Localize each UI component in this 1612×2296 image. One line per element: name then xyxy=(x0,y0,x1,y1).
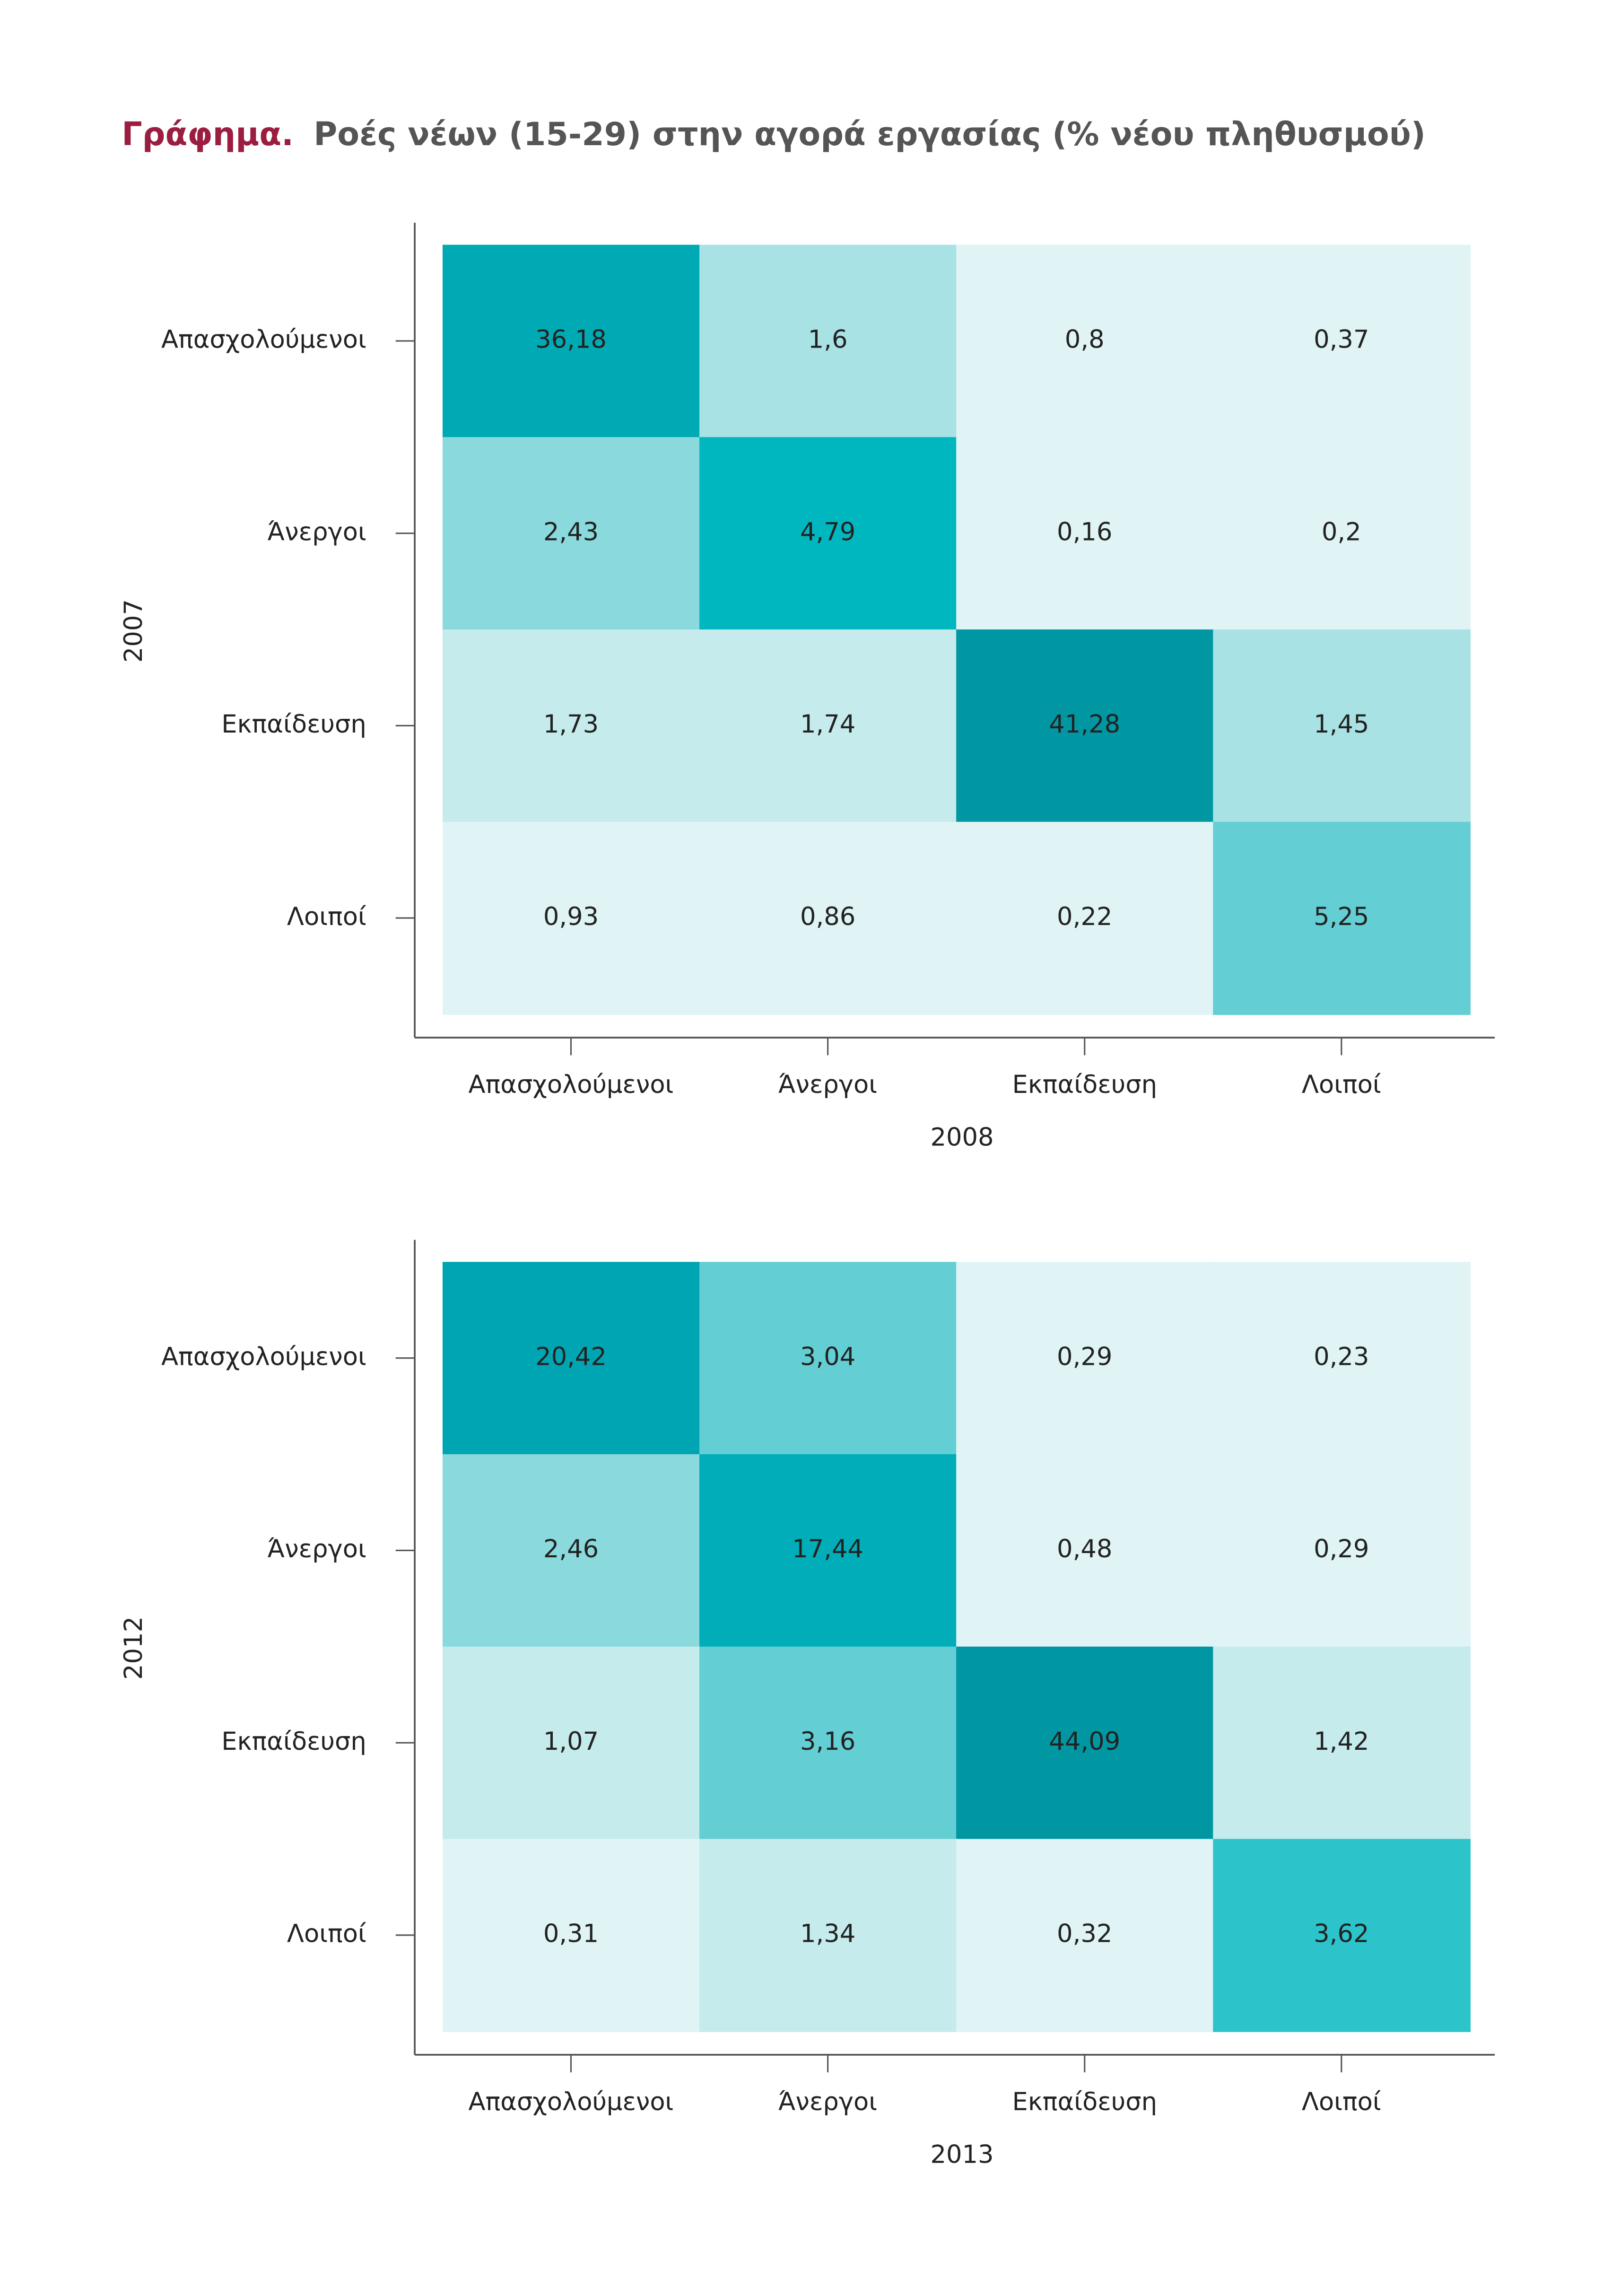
cell-label: 1,45 xyxy=(1314,710,1369,739)
heatmap-cell xyxy=(1213,437,1471,630)
x-tick-label: Απασχολούμενοι xyxy=(469,2087,674,2116)
heatmap-cell xyxy=(699,437,957,630)
cell-label: 0,23 xyxy=(1314,1342,1369,1371)
heatmap-cell xyxy=(442,821,700,1015)
heatmap-cell xyxy=(442,1839,700,2032)
heatmap-cell xyxy=(442,1454,700,1648)
heatmap-cell xyxy=(1213,1646,1471,1840)
title: Γράφημα. Ροές νέων (15-29) στην αγορά ερ… xyxy=(122,116,1426,153)
cell-label: 0,32 xyxy=(1057,1920,1112,1948)
cell-label: 0,93 xyxy=(543,902,599,931)
heatmap-cell xyxy=(1213,244,1471,438)
y-axis-title: 2012 xyxy=(119,1616,148,1680)
cell-label: 3,62 xyxy=(1314,1920,1369,1948)
heatmap-cell xyxy=(442,629,700,823)
x-tick-label: Άνεργοι xyxy=(778,2087,877,2116)
heatmap-cell xyxy=(1213,821,1471,1015)
heatmap-cell xyxy=(956,244,1214,438)
x-tick-label: Εκπαίδευση xyxy=(1012,2087,1157,2116)
cell-label: 1,34 xyxy=(800,1920,855,1948)
cell-label: 0,86 xyxy=(800,902,855,931)
x-tick-label: Εκπαίδευση xyxy=(1012,1070,1157,1099)
cell-label: 0,8 xyxy=(1065,325,1105,354)
x-tick-label: Απασχολούμενοι xyxy=(469,1070,674,1099)
heatmap-cell xyxy=(1213,1262,1471,1455)
cell-label: 0,2 xyxy=(1322,517,1361,546)
cell-label: 5,25 xyxy=(1314,902,1369,931)
cell-label: 17,44 xyxy=(792,1535,863,1563)
x-axis-title: 2008 xyxy=(931,1123,994,1152)
cell-label: 44,09 xyxy=(1049,1727,1120,1756)
y-tick-label: Εκπαίδευση xyxy=(221,1727,366,1756)
heatmap-cell xyxy=(699,1262,957,1455)
cell-label: 0,29 xyxy=(1314,1535,1369,1563)
heatmap-cell xyxy=(699,821,957,1015)
cell-label: 1,74 xyxy=(800,710,855,739)
y-tick-label: Απασχολούμενοι xyxy=(161,1342,366,1371)
y-tick-label: Λοιποί xyxy=(287,902,366,931)
y-tick-label: Λοιποί xyxy=(287,1920,366,1948)
title-text: Ροές νέων (15-29) στην αγορά εργασίας (%… xyxy=(314,116,1426,153)
y-tick-label: Απασχολούμενοι xyxy=(161,325,366,354)
cell-label: 2,46 xyxy=(543,1535,599,1563)
title-label: Γράφημα. xyxy=(122,116,294,153)
x-axis-title: 2013 xyxy=(931,2140,994,2169)
x-tick-label: Λοιποί xyxy=(1302,2087,1381,2116)
y-axis-title: 2007 xyxy=(119,599,148,663)
heatmap-cell xyxy=(956,821,1214,1015)
heatmap-cell xyxy=(956,1839,1214,2032)
heatmap-cell xyxy=(956,437,1214,630)
cell-label: 36,18 xyxy=(535,325,607,354)
y-tick-label: Άνεργοι xyxy=(268,1535,366,1563)
cell-label: 0,48 xyxy=(1057,1535,1112,1563)
heatmap-cell xyxy=(956,629,1214,823)
heatmap-cell xyxy=(699,1646,957,1840)
cell-label: 3,16 xyxy=(800,1727,855,1756)
heatmap-cell xyxy=(956,1262,1214,1455)
cell-label: 3,04 xyxy=(800,1342,855,1371)
cell-label: 1,42 xyxy=(1314,1727,1369,1756)
y-tick-label: Εκπαίδευση xyxy=(221,710,366,739)
heatmap-cell xyxy=(956,1454,1214,1648)
heatmap-cell xyxy=(956,1646,1214,1840)
heatmap-cell xyxy=(442,244,700,438)
cell-label: 0,16 xyxy=(1057,517,1112,546)
y-tick-label: Άνεργοι xyxy=(268,517,366,546)
cell-label: 1,07 xyxy=(543,1727,599,1756)
heatmap-cell xyxy=(699,629,957,823)
cell-label: 0,31 xyxy=(543,1920,599,1948)
cell-label: 41,28 xyxy=(1049,710,1120,739)
heatmap-cell xyxy=(1213,1839,1471,2032)
heatmap-cell xyxy=(442,1646,700,1840)
heatmap-cell xyxy=(442,437,700,630)
heatmap-cell xyxy=(442,1262,700,1455)
heatmap-cell xyxy=(1213,1454,1471,1648)
cell-label: 2,43 xyxy=(543,517,599,546)
cell-label: 4,79 xyxy=(800,517,855,546)
heatmap-cell xyxy=(699,1454,957,1648)
cell-label: 1,73 xyxy=(543,710,599,739)
cell-label: 20,42 xyxy=(535,1342,607,1371)
cell-label: 0,22 xyxy=(1057,902,1112,931)
cell-label: 0,37 xyxy=(1314,325,1369,354)
heatmap-cell xyxy=(699,1839,957,2032)
cell-label: 0,29 xyxy=(1057,1342,1112,1371)
heatmap-cell xyxy=(699,244,957,438)
cell-label: 1,6 xyxy=(808,325,848,354)
heatmap-cell xyxy=(1213,629,1471,823)
x-tick-label: Άνεργοι xyxy=(778,1070,877,1099)
x-tick-label: Λοιποί xyxy=(1302,1070,1381,1099)
